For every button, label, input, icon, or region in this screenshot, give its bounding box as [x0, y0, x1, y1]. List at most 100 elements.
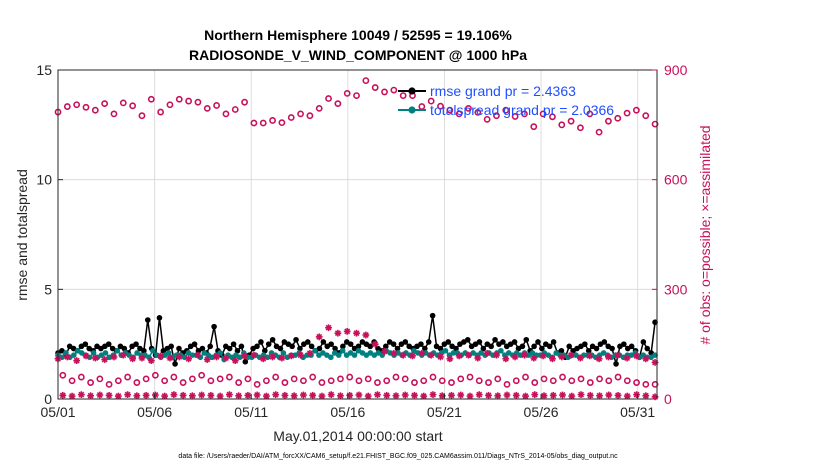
- possible-obs-point: [623, 377, 631, 385]
- possible-obs-point: [59, 371, 67, 379]
- possible-obs-point: [605, 377, 613, 385]
- assimilated-star-stroke: [596, 392, 603, 399]
- series-point: [226, 345, 233, 352]
- assimilated-obs-point: [633, 391, 640, 399]
- assimilated-star-stroke: [318, 393, 325, 400]
- assimilated-obs-point: [318, 392, 326, 400]
- assimilated-star-stroke: [355, 392, 362, 398]
- series-point: [492, 336, 498, 343]
- series-point: [316, 345, 323, 352]
- assimilated-star-stroke: [605, 353, 612, 360]
- assimilated-star-stroke: [633, 391, 640, 398]
- assimilated-star-stroke: [467, 393, 473, 400]
- assimilated-obs-point: [334, 329, 342, 337]
- assimilated-obs-point: [494, 392, 502, 400]
- y2-axis-label: # of obs: o=possible; ×=assimilated: [697, 125, 713, 344]
- assimilated-star-stroke: [161, 393, 168, 400]
- possible-obs-point: [235, 379, 243, 386]
- assimilated-star-stroke: [428, 352, 435, 359]
- assimilated-star-stroke: [365, 393, 372, 400]
- possible-obs-point: [91, 106, 99, 114]
- assimilated-star-stroke: [362, 332, 369, 338]
- possible-obs-point: [493, 112, 500, 120]
- possible-obs-point: [225, 373, 233, 381]
- assimilated-star-stroke: [254, 392, 261, 398]
- series-point: [262, 347, 268, 354]
- possible-obs-point: [315, 104, 323, 112]
- assimilated-star-stroke: [207, 392, 214, 399]
- series-point: [347, 341, 354, 347]
- assimilated-obs-point: [269, 353, 276, 361]
- possible-obs-point: [503, 380, 511, 388]
- assimilated-obs-point: [198, 391, 206, 399]
- assimilated-obs-point: [287, 352, 295, 360]
- possible-obs-point: [170, 373, 178, 381]
- assimilated-star-stroke: [512, 353, 519, 360]
- assimilated-star-stroke: [300, 392, 307, 398]
- series-point: [442, 347, 449, 354]
- possible-obs-point: [522, 373, 529, 381]
- assimilated-obs-point: [399, 351, 407, 359]
- assimilated-star-stroke: [624, 355, 631, 362]
- series-point: [289, 343, 295, 350]
- possible-obs-point: [346, 373, 354, 381]
- possible-obs-point: [411, 379, 418, 386]
- assimilated-star-stroke: [540, 352, 547, 359]
- possible-obs-point: [269, 117, 276, 124]
- assimilated-star-stroke: [437, 353, 444, 360]
- series-point: [539, 345, 545, 352]
- possible-obs-point: [429, 373, 437, 381]
- assimilated-obs-point: [105, 391, 113, 399]
- assimilated-star-stroke: [596, 355, 603, 362]
- possible-obs-point: [318, 379, 326, 386]
- assimilated-obs-point: [642, 392, 650, 400]
- series-possible-3: [59, 371, 659, 388]
- series-point: [593, 345, 600, 352]
- series-layer: [54, 77, 659, 401]
- assimilated-obs-point: [596, 392, 603, 400]
- possible-obs-point: [512, 377, 520, 385]
- assimilated-obs-point: [263, 392, 270, 400]
- possible-obs-point: [263, 377, 270, 385]
- assimilated-star-stroke: [170, 391, 177, 398]
- series-point: [652, 352, 658, 358]
- assimilated-obs-point: [124, 391, 132, 399]
- assimilated-star-stroke: [124, 391, 131, 398]
- assimilated-star-stroke: [568, 352, 575, 359]
- chart-title: Northern Hemisphere 10049 / 52595 = 19.1…: [204, 27, 512, 43]
- assimilated-obs-point: [559, 391, 566, 399]
- assimilated-obs-point: [297, 351, 304, 359]
- series-point: [550, 339, 557, 345]
- possible-obs-point: [483, 115, 491, 123]
- series-point: [523, 336, 530, 343]
- assimilated-star-stroke: [418, 350, 425, 357]
- assimilated-star-stroke: [402, 392, 409, 398]
- assimilated-obs-point: [290, 392, 298, 400]
- possible-obs-point: [567, 117, 575, 125]
- series-point: [445, 339, 452, 345]
- assimilated-star-stroke: [568, 393, 575, 400]
- assimilated-obs-point: [577, 354, 584, 362]
- assimilated-obs-point: [259, 355, 267, 363]
- possible-obs-point: [142, 375, 150, 383]
- possible-obs-point: [475, 377, 483, 385]
- possible-obs-point: [466, 373, 474, 381]
- assimilated-star-stroke: [213, 353, 220, 360]
- series-point: [476, 339, 483, 345]
- assimilated-star-stroke: [578, 391, 585, 398]
- data-file-footer: data file: /Users/raeder/DAI/ATM_forcXX/…: [178, 453, 618, 460]
- possible-obs-point: [222, 110, 230, 118]
- assimilated-obs-point: [194, 351, 202, 359]
- assimilated-star-stroke: [605, 392, 612, 398]
- assimilated-star-stroke: [381, 348, 388, 355]
- series-point: [90, 350, 97, 356]
- possible-obs-point: [175, 95, 183, 103]
- possible-obs-point: [383, 377, 391, 385]
- x-tick-label: 05/01: [40, 404, 75, 420]
- assimilated-star-stroke: [180, 392, 187, 399]
- assimilated-obs-point: [147, 357, 155, 365]
- assimilated-star-stroke: [400, 352, 407, 359]
- series-point: [609, 345, 615, 352]
- possible-obs-point: [494, 375, 502, 383]
- assimilated-obs-point: [87, 392, 94, 400]
